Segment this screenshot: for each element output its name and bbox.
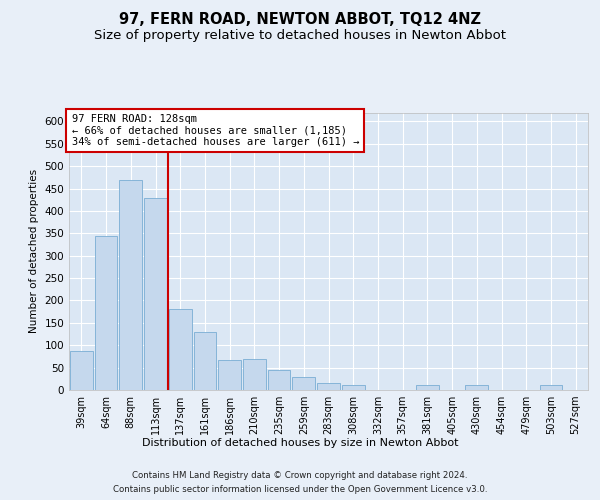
- Bar: [317, 384, 340, 390]
- Text: 97, FERN ROAD, NEWTON ABBOT, TQ12 4NZ: 97, FERN ROAD, NEWTON ABBOT, TQ12 4NZ: [119, 12, 481, 28]
- Bar: [243, 358, 266, 390]
- Text: Distribution of detached houses by size in Newton Abbot: Distribution of detached houses by size …: [142, 438, 458, 448]
- Bar: [539, 384, 562, 390]
- Bar: [292, 376, 315, 390]
- Text: Contains public sector information licensed under the Open Government Licence v3: Contains public sector information licen…: [113, 485, 487, 494]
- Y-axis label: Number of detached properties: Number of detached properties: [29, 169, 39, 334]
- Bar: [169, 310, 191, 390]
- Bar: [144, 198, 167, 390]
- Bar: [466, 384, 488, 390]
- Bar: [416, 384, 439, 390]
- Bar: [342, 384, 365, 390]
- Bar: [70, 350, 93, 390]
- Bar: [194, 332, 216, 390]
- Text: Contains HM Land Registry data © Crown copyright and database right 2024.: Contains HM Land Registry data © Crown c…: [132, 471, 468, 480]
- Text: Size of property relative to detached houses in Newton Abbot: Size of property relative to detached ho…: [94, 29, 506, 42]
- Bar: [95, 236, 118, 390]
- Bar: [218, 360, 241, 390]
- Bar: [119, 180, 142, 390]
- Text: 97 FERN ROAD: 128sqm
← 66% of detached houses are smaller (1,185)
34% of semi-de: 97 FERN ROAD: 128sqm ← 66% of detached h…: [71, 114, 359, 147]
- Bar: [268, 370, 290, 390]
